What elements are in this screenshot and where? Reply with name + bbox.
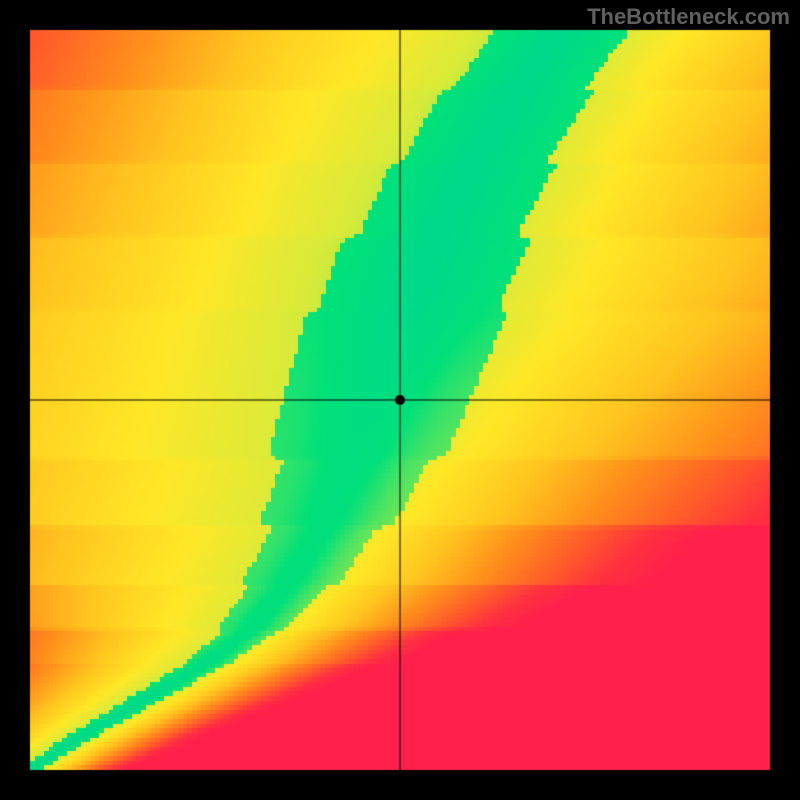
watermark-text: TheBottleneck.com	[587, 4, 790, 30]
bottleneck-heatmap	[0, 0, 800, 800]
